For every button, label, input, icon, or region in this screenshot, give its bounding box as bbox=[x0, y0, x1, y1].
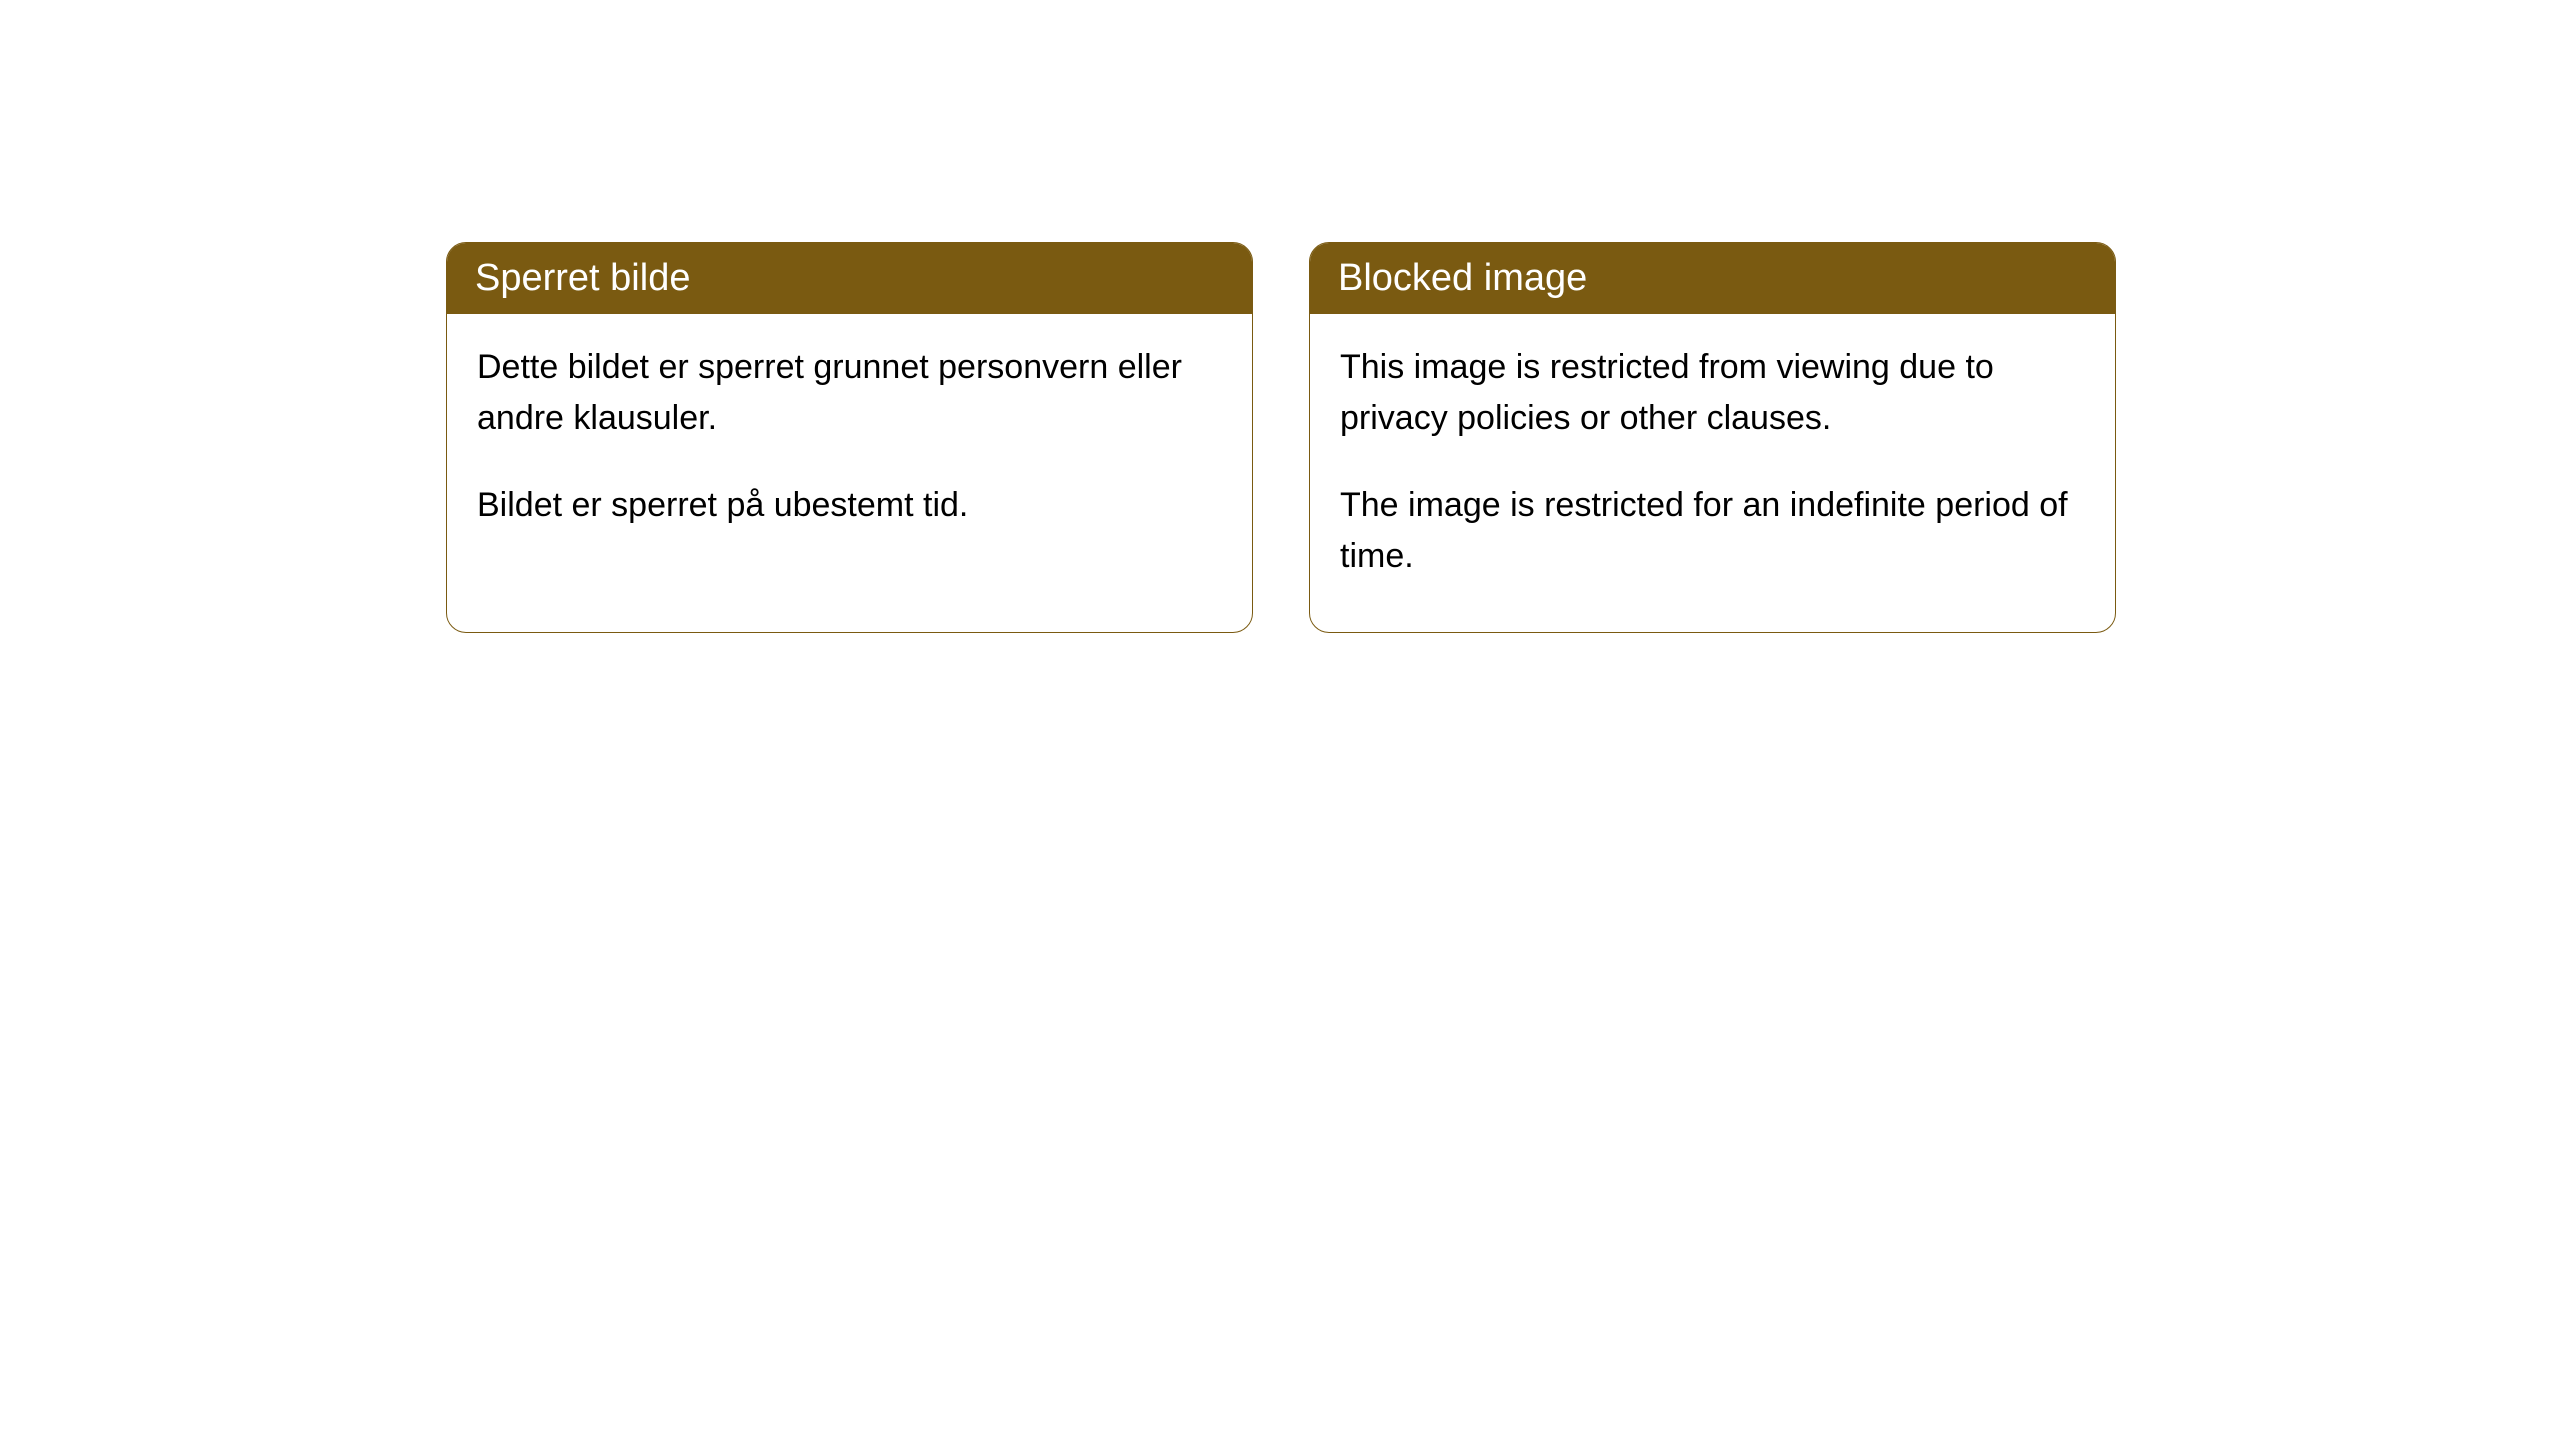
norwegian-paragraph-1: Dette bildet er sperret grunnet personve… bbox=[477, 342, 1222, 444]
norwegian-paragraph-2: Bildet er sperret på ubestemt tid. bbox=[477, 480, 1222, 531]
english-notice-card: Blocked image This image is restricted f… bbox=[1309, 242, 2116, 633]
english-card-title: Blocked image bbox=[1338, 257, 1587, 299]
norwegian-card-header: Sperret bilde bbox=[447, 243, 1252, 314]
english-card-header: Blocked image bbox=[1310, 243, 2115, 314]
english-paragraph-2: The image is restricted for an indefinit… bbox=[1340, 480, 2085, 582]
norwegian-card-body: Dette bildet er sperret grunnet personve… bbox=[447, 314, 1252, 581]
english-paragraph-1: This image is restricted from viewing du… bbox=[1340, 342, 2085, 444]
norwegian-notice-card: Sperret bilde Dette bildet er sperret gr… bbox=[446, 242, 1253, 633]
english-card-body: This image is restricted from viewing du… bbox=[1310, 314, 2115, 632]
norwegian-card-title: Sperret bilde bbox=[475, 257, 690, 299]
notice-cards-container: Sperret bilde Dette bildet er sperret gr… bbox=[446, 242, 2116, 633]
